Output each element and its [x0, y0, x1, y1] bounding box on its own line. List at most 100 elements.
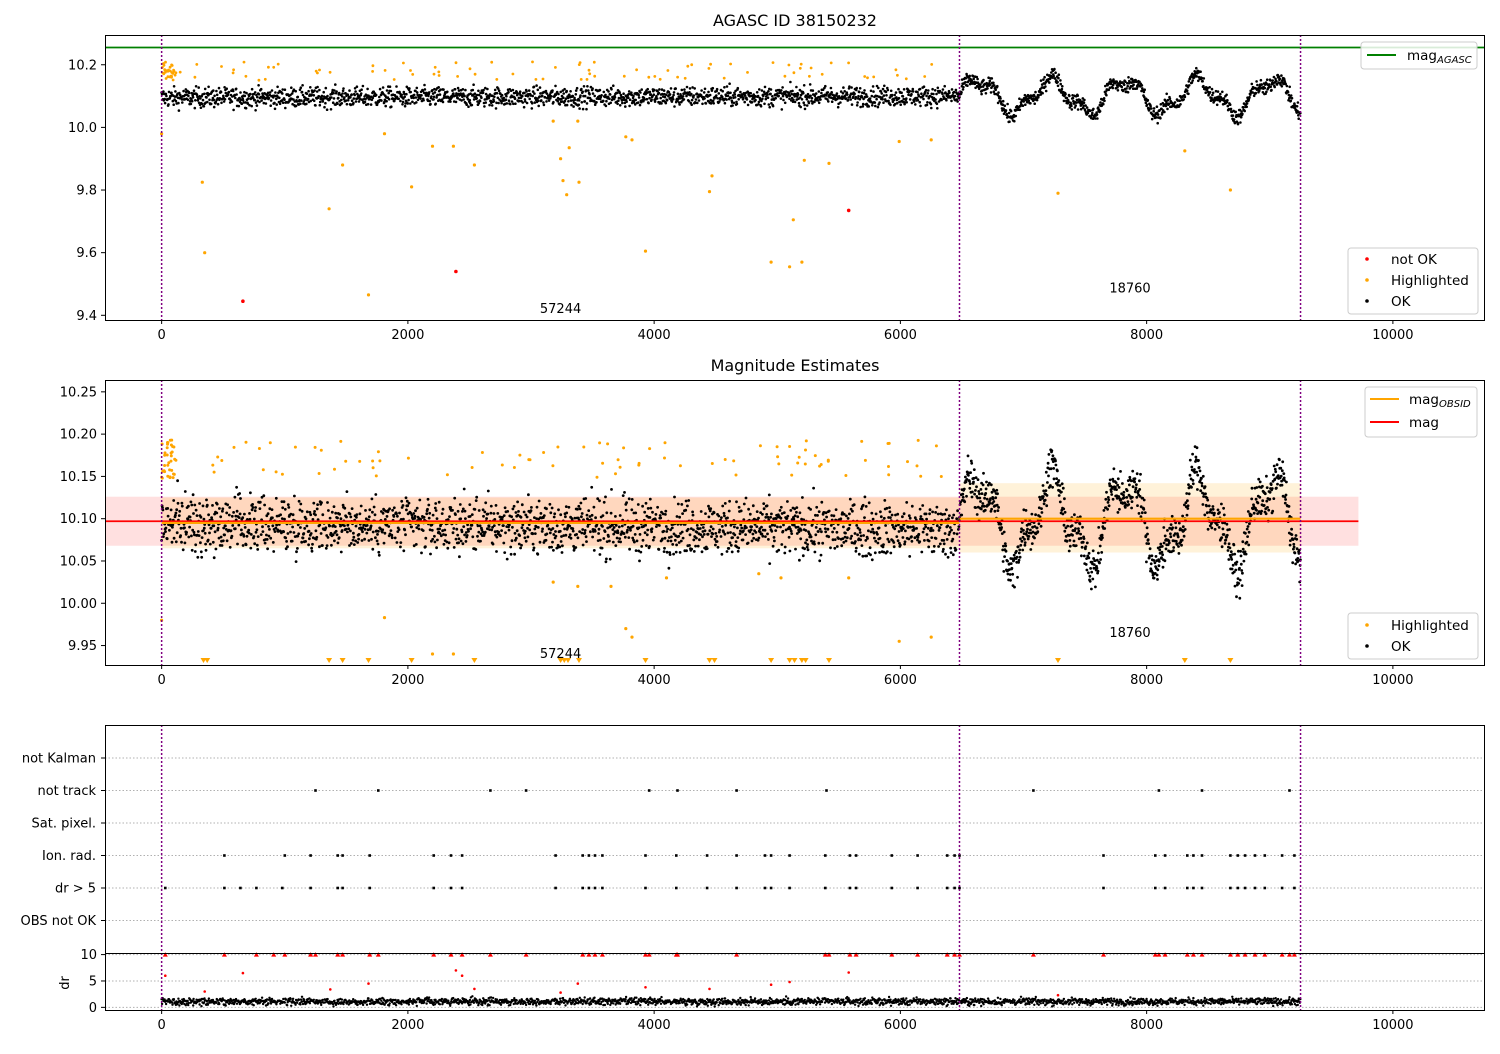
data-point-ok: [729, 92, 732, 95]
data-point-ok: [674, 539, 677, 542]
data-point-highlighted: [393, 78, 396, 81]
data-point-ok: [179, 534, 182, 537]
data-point-ok: [915, 527, 918, 530]
data-point-ok: [1036, 99, 1039, 102]
data-point-ok: [490, 529, 493, 532]
data-point-ok: [666, 528, 669, 531]
data-point-ok: [1054, 71, 1057, 74]
data-point-ok: [188, 92, 191, 95]
data-point-ok: [313, 94, 316, 97]
data-point-ok: [979, 83, 982, 86]
data-point-ok: [215, 548, 218, 551]
data-point-ok: [480, 97, 483, 100]
data-point-ok: [260, 99, 263, 102]
data-point-ok: [943, 85, 946, 88]
data-point-ok: [377, 530, 380, 533]
data-point-ok: [597, 532, 600, 535]
data-point-ok: [1043, 76, 1046, 79]
data-point-ok: [314, 104, 317, 107]
data-point-ok: [708, 516, 711, 519]
data-point-ok: [479, 100, 482, 103]
data-point-highlighted: [667, 69, 670, 72]
data-point-ok: [550, 95, 553, 98]
data-point-ok: [196, 556, 199, 559]
data-point-ok: [873, 537, 876, 540]
data-point-ok: [565, 534, 568, 537]
data-point-ok: [490, 505, 493, 508]
data-point-ok: [680, 503, 683, 506]
data-point-ok: [172, 499, 175, 502]
data-point-ok: [933, 550, 936, 553]
data-point-ok: [405, 496, 408, 499]
data-point-ok: [749, 92, 752, 95]
data-point-ok: [443, 543, 446, 546]
data-point-ok: [1288, 94, 1291, 97]
data-point-ok: [279, 103, 282, 106]
data-point-ok: [405, 509, 408, 512]
x-tick-label: 2000: [391, 328, 424, 343]
data-point-ok: [610, 512, 613, 515]
data-point-ok: [321, 544, 324, 547]
data-point-ok: [726, 550, 729, 553]
data-point-ok: [193, 89, 196, 92]
data-point-ok: [162, 90, 165, 93]
data-point-ok: [458, 537, 461, 540]
data-point-ok: [673, 496, 676, 499]
data-point-ok: [798, 102, 801, 105]
data-point-ok: [854, 532, 857, 535]
data-point-ok: [904, 530, 907, 533]
data-point-ok: [585, 89, 588, 92]
data-point-ok: [698, 538, 701, 541]
data-point-ok: [920, 515, 923, 518]
data-point-ok: [990, 91, 993, 94]
data-point-ok: [549, 503, 552, 506]
data-point-ok: [335, 90, 338, 93]
data-point-ok: [336, 517, 339, 520]
data-point-ok: [1034, 91, 1037, 94]
data-point-ok: [316, 503, 319, 506]
data-point-ok: [353, 94, 356, 97]
data-point-ok: [493, 524, 496, 527]
data-point-ok: [444, 534, 447, 537]
data-point-ok: [311, 550, 314, 553]
data-point-ok: [710, 535, 713, 538]
data-point-ok: [1230, 108, 1233, 111]
data-point-ok: [281, 92, 284, 95]
data-point-ok: [534, 532, 537, 535]
data-point-ok: [989, 80, 992, 83]
data-point-ok: [659, 97, 662, 100]
data-point-ok: [724, 102, 727, 105]
data-point-ok: [861, 555, 864, 558]
data-point-ok: [373, 506, 376, 509]
data-point-ok: [514, 532, 517, 535]
data-point-ok: [1010, 562, 1013, 565]
data-point-highlighted: [588, 69, 591, 72]
data-point-ok: [956, 509, 959, 512]
data-point-ok: [1022, 104, 1025, 107]
data-point-ok: [737, 87, 740, 90]
data-point-ok: [351, 507, 354, 510]
data-point-ok: [356, 541, 359, 544]
data-point-ok: [1186, 89, 1189, 92]
data-point-ok: [537, 89, 540, 92]
data-point-ok: [208, 99, 211, 102]
data-point-ok: [612, 541, 615, 544]
data-point-ok: [610, 88, 613, 91]
data-point-ok: [351, 99, 354, 102]
data-point-ok: [691, 99, 694, 102]
data-point-ok: [272, 541, 275, 544]
data-point-ok: [257, 84, 260, 87]
data-point-ok: [802, 101, 805, 104]
data-point-ok: [396, 541, 399, 544]
data-point-ok: [687, 528, 690, 531]
data-point-ok: [423, 516, 426, 519]
data-point-ok: [346, 103, 349, 106]
data-point-ok: [580, 88, 583, 91]
data-point-ok: [282, 101, 285, 104]
data-point-ok: [207, 86, 210, 89]
data-point-ok: [705, 102, 708, 105]
data-point-ok: [1221, 91, 1224, 94]
data-point-ok: [484, 501, 487, 504]
data-point-highlighted: [788, 64, 791, 67]
